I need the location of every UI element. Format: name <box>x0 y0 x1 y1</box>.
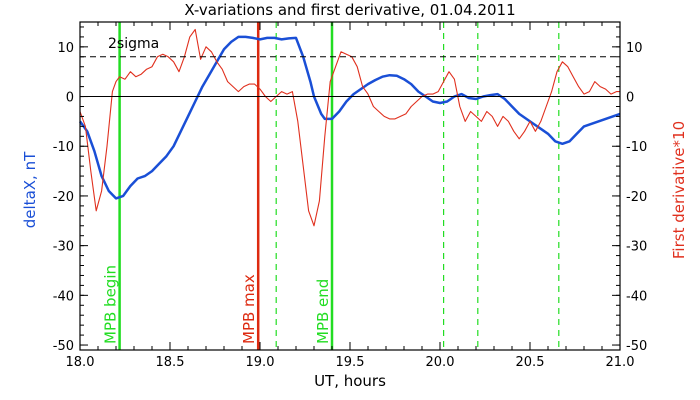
series-line-1 <box>79 28 620 227</box>
x-tick-label-6: 21.0 <box>606 355 635 370</box>
plot-frame: 2sigma 18.0 18.5 19.0 19.5 20.0 20.5 21.0 10 10 0 0… <box>53 21 647 370</box>
plot-border <box>79 21 621 351</box>
x-tick-label-2: 19.0 <box>246 355 275 370</box>
y-tick-label-right-2: -10 <box>626 140 647 155</box>
vertical-marker-label-0: MPB begin <box>102 265 120 344</box>
chart-title: X-variations and first derivative, 01.04… <box>184 1 515 19</box>
y-tick-label-left-3: -20 <box>53 190 74 205</box>
x-tick-label-3: 19.5 <box>336 355 365 370</box>
vertical-markers: MPB begin MPB max MPB end <box>102 22 560 350</box>
series-line-0 <box>78 35 621 200</box>
y-tick-label-right-6: -50 <box>626 339 647 354</box>
y-tick-label-left-0: 10 <box>57 41 74 56</box>
y-tick-label-left-1: 0 <box>66 91 74 106</box>
y-axis-label-right: First derivative*10 <box>670 121 688 259</box>
y-axis-label-left: deltaX, nT <box>21 151 39 228</box>
y-tick-label-left-5: -40 <box>53 289 74 304</box>
y-tick-label-right-1: 0 <box>626 91 634 106</box>
series-lines <box>78 28 621 227</box>
y-tick-label-left-4: -30 <box>53 240 74 255</box>
y-tick-label-left-2: -10 <box>53 140 74 155</box>
y-tick-label-right-3: -20 <box>626 190 647 205</box>
x-tick-label-0: 18.0 <box>66 355 95 370</box>
x-tick-label-1: 18.5 <box>156 355 185 370</box>
threshold-label: 2sigma <box>108 36 159 52</box>
x-tick-label-5: 20.5 <box>516 355 545 370</box>
y-tick-label-right-4: -30 <box>626 240 647 255</box>
x-axis-label: UT, hours <box>314 372 386 390</box>
y-tick-label-left-6: -50 <box>53 339 74 354</box>
vertical-marker-label-3: MPB end <box>314 279 332 344</box>
x-tick-label-4: 20.0 <box>426 355 455 370</box>
y-tick-label-right-0: 10 <box>626 41 643 56</box>
y-tick-label-right-5: -40 <box>626 289 647 304</box>
vertical-marker-label-1: MPB max <box>240 274 258 344</box>
